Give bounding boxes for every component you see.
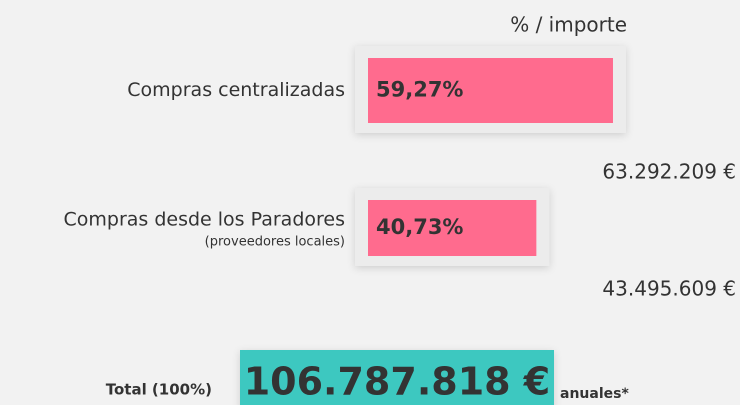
total-amount: 106.787.818 € xyxy=(244,360,551,404)
amount-label: 63.292.209 € xyxy=(602,160,736,184)
category-label: Compras desde los Paradores xyxy=(63,209,345,231)
category-label: Compras centralizadas xyxy=(127,79,345,101)
bar xyxy=(368,200,537,256)
category-note: (proveedores locales) xyxy=(205,235,345,250)
value-label: 40,73% xyxy=(376,215,463,239)
total-suffix: anuales* xyxy=(560,386,629,402)
total-label: Total (100%) xyxy=(106,381,212,399)
value-label: 59,27% xyxy=(376,78,463,102)
amount-label: 43.495.609 € xyxy=(602,277,736,301)
header: % / importe xyxy=(510,13,627,37)
total-box xyxy=(240,350,554,405)
bar xyxy=(368,58,613,123)
